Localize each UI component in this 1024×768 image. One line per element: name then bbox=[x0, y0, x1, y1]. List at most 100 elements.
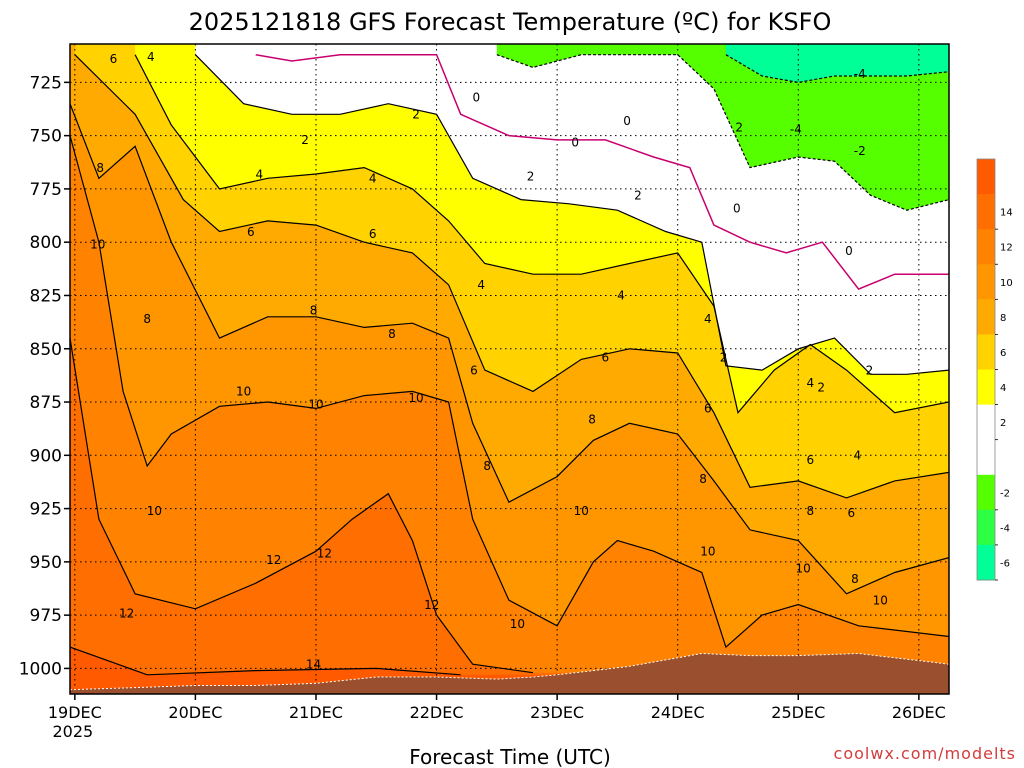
y-tick-label: 1000 bbox=[19, 659, 62, 679]
contour-label: 10 bbox=[795, 562, 810, 576]
contour-label: 6 bbox=[110, 52, 118, 66]
y-tick-label: 925 bbox=[30, 500, 62, 520]
colorbar-tick-label: -4 bbox=[1000, 523, 1010, 534]
colorbar-bin bbox=[977, 369, 995, 406]
y-tick-label: 750 bbox=[30, 127, 62, 147]
plot-frame bbox=[69, 43, 950, 695]
contour-label: 2 bbox=[301, 133, 309, 147]
y-tick-label: 800 bbox=[30, 233, 62, 253]
colorbar-bin bbox=[977, 264, 995, 300]
contour-label: 2 bbox=[866, 363, 874, 377]
contour-label: 0 bbox=[571, 135, 579, 149]
chart-title: 2025121818 GFS Forecast Temperature (ºC)… bbox=[189, 8, 832, 36]
colorbar-tick-label: 12 bbox=[1000, 243, 1013, 254]
isotherm-8 bbox=[70, 103, 949, 595]
y-tick-label: 850 bbox=[30, 340, 62, 360]
colorbar-bin bbox=[977, 544, 995, 581]
contour-label: 8 bbox=[851, 572, 859, 586]
contour-label: 10 bbox=[147, 504, 162, 518]
contour-label: 4 bbox=[617, 289, 625, 303]
contour-label: 0 bbox=[473, 91, 481, 105]
isotherm-lines bbox=[70, 53, 949, 676]
contour-label: 4 bbox=[704, 312, 712, 326]
contour-label: 2 bbox=[412, 108, 420, 122]
colorbar-tick-label: -6 bbox=[1000, 559, 1010, 570]
pressure-axis: 725 750 775 800 825 850 875 900 925 950 975 1000 bbox=[19, 73, 70, 679]
isotherm-m2 bbox=[496, 54, 949, 211]
contour-label: -4 bbox=[854, 67, 866, 81]
contour-label: 8 bbox=[483, 459, 491, 473]
x-tick-label: 21DEC bbox=[289, 703, 343, 722]
contour-label: -4 bbox=[790, 123, 802, 137]
colorbar-tick-label: 8 bbox=[1000, 313, 1006, 324]
x-tick-label: 22DEC bbox=[410, 703, 464, 722]
contour-label: 12 bbox=[119, 606, 134, 620]
y-tick-label: 875 bbox=[30, 393, 62, 413]
contour-label: 6 bbox=[848, 506, 856, 520]
contour-label: 10 bbox=[873, 593, 888, 607]
contour-label: 0 bbox=[845, 244, 853, 258]
contour-label: 8 bbox=[96, 161, 104, 175]
credit-text: coolwx.com/modelts bbox=[834, 744, 1016, 763]
contour-label: 6 bbox=[470, 363, 478, 377]
colorbar-bin bbox=[977, 439, 995, 476]
colorbar-bin bbox=[977, 229, 995, 265]
x-axis-label: Forecast Time (UTC) bbox=[409, 745, 611, 768]
contour-label: 0 bbox=[623, 114, 631, 128]
y-tick-label: 975 bbox=[30, 606, 62, 626]
contour-label: 10 bbox=[408, 391, 423, 405]
y-tick-label: 950 bbox=[30, 553, 62, 573]
contour-label: -2 bbox=[854, 144, 866, 158]
contour-label: 2 bbox=[720, 351, 728, 365]
x-tick-label: 20DEC bbox=[168, 703, 222, 722]
contour-label: 4 bbox=[147, 50, 155, 64]
fill-band-10 bbox=[70, 135, 949, 694]
y-tick-label: 725 bbox=[30, 73, 62, 93]
x-tick-label: 26DEC bbox=[892, 703, 946, 722]
x-tick-label: 23DEC bbox=[530, 703, 584, 722]
terrain-surface bbox=[70, 652, 949, 694]
contour-label: 6 bbox=[807, 453, 815, 467]
isotherm-10 bbox=[70, 135, 949, 649]
colorbar-tick-label: -2 bbox=[1000, 488, 1010, 499]
contour-label: 2 bbox=[817, 380, 825, 394]
contour-label: 6 bbox=[704, 402, 712, 416]
isotherm-4 bbox=[134, 54, 949, 415]
contour-label: 10 bbox=[236, 385, 251, 399]
colorbar-bin bbox=[977, 509, 995, 546]
colorbar-tick-label: 2 bbox=[1000, 418, 1006, 429]
colorbar-tick-label: 10 bbox=[1000, 278, 1013, 289]
x-tick-label: 19DEC bbox=[48, 703, 102, 722]
x-tick-label: 24DEC bbox=[651, 703, 705, 722]
contour-label: 4 bbox=[477, 278, 485, 292]
contour-label: 14 bbox=[306, 657, 321, 671]
isotherm-0 bbox=[255, 53, 949, 291]
contour-label: 8 bbox=[310, 304, 318, 318]
contour-label: 10 bbox=[90, 238, 105, 252]
plot-area: 6 4 8 10 8 10 12 2 4 6 8 10 12 12 2 4 6 8 10 10 12 14 0 2 4 6 8 10 0… bbox=[70, 44, 949, 694]
contour-label: 12 bbox=[424, 598, 439, 612]
y-tick-label: 775 bbox=[30, 180, 62, 200]
colorbar: 14 12 10 8 6 4 2 -2 -4 -6 bbox=[976, 158, 1013, 581]
contour-label: 4 bbox=[854, 449, 862, 463]
contour-label: 8 bbox=[143, 312, 151, 326]
contour-label: 6 bbox=[369, 227, 377, 241]
fill-band-12 bbox=[70, 338, 949, 694]
contour-label: 4 bbox=[255, 167, 263, 181]
contour-label: 12 bbox=[317, 547, 332, 561]
colorbar-bin bbox=[977, 299, 995, 335]
colorbar-bin bbox=[977, 194, 995, 230]
contour-label: 8 bbox=[699, 472, 707, 486]
contour-label: 8 bbox=[588, 412, 596, 426]
contour-label: 10 bbox=[308, 397, 323, 411]
colorbar-bin bbox=[977, 159, 995, 195]
colorbar-tick-label: 4 bbox=[1000, 383, 1006, 394]
contour-label: 12 bbox=[266, 553, 281, 567]
isotherm-14 bbox=[70, 646, 461, 676]
contour-labels: 6 4 8 10 8 10 12 2 4 6 8 10 12 12 2 4 6 8 10 10 12 14 0 2 4 6 8 10 0… bbox=[90, 50, 888, 671]
contour-label: 2 bbox=[735, 120, 743, 134]
x-tick-year-label: 2025 bbox=[52, 722, 93, 741]
y-tick-label: 825 bbox=[30, 286, 62, 306]
